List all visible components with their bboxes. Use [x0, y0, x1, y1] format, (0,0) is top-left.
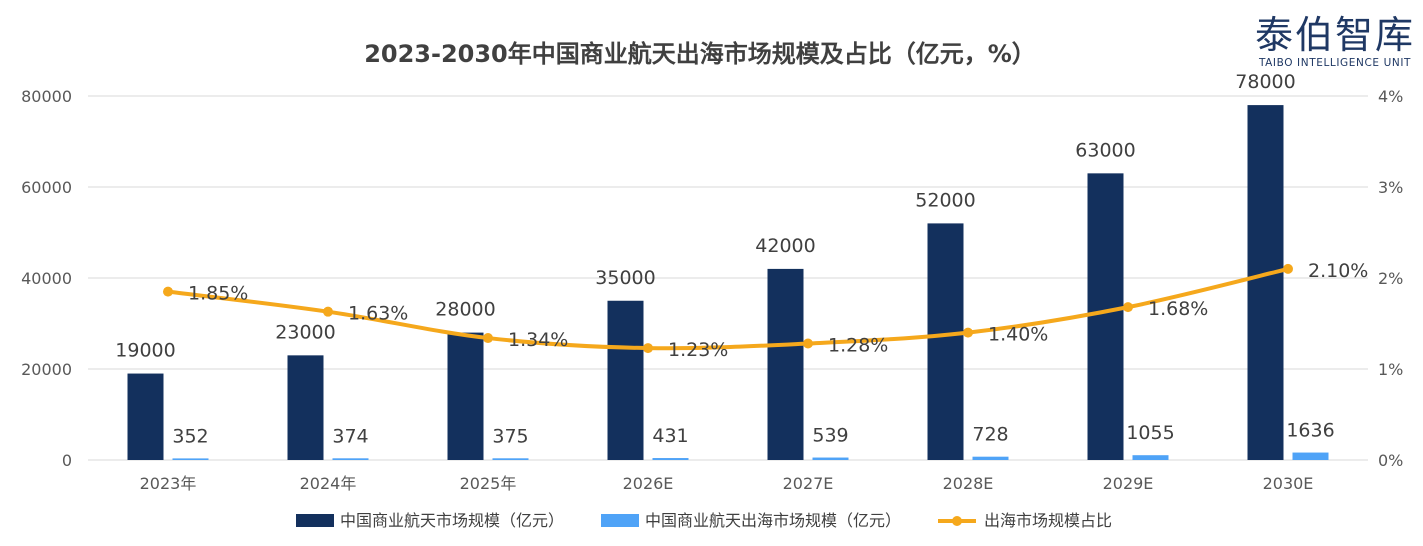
- share-point: [163, 286, 173, 297]
- chart-title: 2023-2030年中国商业航天出海市场规模及占比（亿元，%）: [364, 40, 1036, 68]
- x-tick-label: 2029E: [1103, 474, 1154, 493]
- bar-scale: [607, 300, 644, 460]
- logo-text-cn: 泰伯智库: [1255, 13, 1415, 57]
- legend: 中国商业航天市场规模（亿元） 中国商业航天出海市场规模（亿元） 出海市场规模占比: [296, 511, 1112, 530]
- bar-overseas: [1292, 452, 1329, 460]
- bar-overseas: [492, 458, 529, 460]
- legend-swatch-scale: [296, 514, 334, 527]
- y-left-tick-label: 40000: [21, 269, 72, 288]
- y-right-tick-label: 0%: [1378, 451, 1403, 470]
- data-label-overseas: 352: [172, 425, 208, 447]
- data-label-scale: 23000: [275, 321, 335, 343]
- bar-scale: [1087, 173, 1124, 460]
- data-label-scale: 78000: [1235, 71, 1295, 93]
- share-point: [803, 338, 813, 349]
- legend-label-overseas: 中国商业航天出海市场规模（亿元）: [645, 511, 901, 530]
- y-right-tick-label: 4%: [1378, 87, 1403, 106]
- logo-text-en: TAIBO INTELLIGENCE UNIT: [1258, 57, 1411, 69]
- data-label-share: 1.63%: [348, 303, 408, 325]
- logo: 泰伯智库 TAIBO INTELLIGENCE UNIT: [1255, 13, 1415, 69]
- share-point: [323, 306, 333, 317]
- data-label-overseas: 539: [812, 425, 848, 447]
- bars: [127, 105, 1329, 460]
- data-label-scale: 19000: [115, 340, 175, 362]
- data-label-scale: 63000: [1075, 139, 1135, 161]
- bar-scale: [1247, 105, 1284, 460]
- x-tick-label: 2025年: [460, 474, 517, 493]
- data-label-scale: 52000: [915, 189, 975, 211]
- bar-overseas: [972, 456, 1009, 460]
- bar-overseas: [812, 457, 849, 460]
- y-axis-right: 0% 1% 2% 3% 4%: [1378, 87, 1403, 470]
- data-label-share: 1.68%: [1148, 298, 1208, 320]
- x-tick-label: 2030E: [1263, 474, 1314, 493]
- y-right-tick-label: 2%: [1378, 269, 1403, 288]
- x-tick-label: 2027E: [783, 474, 834, 493]
- data-label-scale: 28000: [435, 299, 495, 321]
- data-label-overseas: 728: [972, 424, 1008, 446]
- y-left-tick-label: 0: [62, 451, 72, 470]
- y-right-tick-label: 3%: [1378, 178, 1403, 197]
- bar-overseas: [1132, 455, 1169, 460]
- data-label-share: 1.23%: [668, 339, 728, 361]
- y-left-tick-label: 60000: [21, 178, 72, 197]
- share-point: [1123, 302, 1133, 313]
- data-label-share: 1.28%: [828, 335, 888, 357]
- data-label-overseas: 1055: [1126, 422, 1174, 444]
- x-tick-label: 2024年: [300, 474, 357, 493]
- legend-marker-share: [952, 516, 962, 526]
- legend-swatch-overseas: [601, 514, 639, 527]
- bar-overseas: [172, 458, 209, 460]
- data-label-overseas: 374: [332, 425, 368, 447]
- grid: [88, 95, 1368, 461]
- data-label-share: 1.85%: [188, 283, 248, 305]
- y-axis-left: 0 20000 40000 60000 80000: [21, 87, 72, 470]
- data-label-share: 1.40%: [988, 324, 1048, 346]
- share-line: [163, 263, 1293, 354]
- share-point: [963, 327, 973, 338]
- x-tick-label: 2028E: [943, 474, 994, 493]
- x-axis: 2023年 2024年 2025年 2026E 2027E 2028E 2029E 2030E: [140, 474, 1314, 493]
- bar-scale: [447, 332, 484, 460]
- share-line-path: [167, 266, 1289, 351]
- legend-label-share: 出海市场规模占比: [984, 511, 1112, 530]
- bar-scale: [287, 355, 324, 460]
- data-label-scale: 42000: [755, 235, 815, 257]
- bar-overseas: [652, 458, 689, 460]
- bar-scale: [927, 223, 964, 460]
- share-point: [643, 343, 653, 354]
- x-tick-label: 2023年: [140, 474, 197, 493]
- y-left-tick-label: 80000: [21, 87, 72, 106]
- data-label-share: 1.34%: [508, 329, 568, 351]
- data-labels: 19000 352 23000 374 28000 375 35000 431 42000 539…: [115, 71, 1368, 447]
- bar-scale: [767, 268, 804, 460]
- data-label-overseas: 431: [652, 425, 688, 447]
- share-point: [1283, 263, 1293, 274]
- data-label-overseas: 375: [492, 425, 528, 447]
- bar-scale: [127, 373, 164, 460]
- data-label-scale: 35000: [595, 267, 655, 289]
- y-right-tick-label: 1%: [1378, 360, 1403, 379]
- data-label-share: 2.10%: [1308, 260, 1368, 282]
- y-left-tick-label: 20000: [21, 360, 72, 379]
- x-tick-label: 2026E: [623, 474, 674, 493]
- share-point: [483, 333, 493, 344]
- legend-label-scale: 中国商业航天市场规模（亿元）: [340, 511, 564, 530]
- bar-overseas: [332, 458, 369, 460]
- data-label-overseas: 1636: [1286, 420, 1334, 442]
